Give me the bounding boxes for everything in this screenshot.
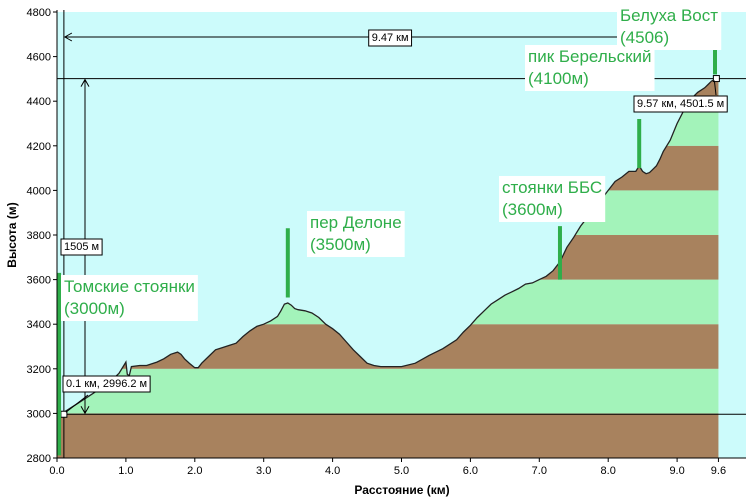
profile-line — [56, 78, 719, 415]
rise-label-text: 1505 м — [64, 241, 99, 253]
x-tick-label: 4.0 — [325, 465, 340, 477]
x-axis-ticks: 0.0 1.0 2.0 3.0 4.0 5.0 6.0 7.0 8.0 9.0 9.6 — [49, 458, 726, 477]
annotation-elevation: (3600м) — [502, 200, 563, 219]
distance-arrow-left-head — [63, 32, 73, 42]
y-tick-label: 4800 — [27, 7, 51, 19]
rise-arrow-top-head — [80, 78, 90, 87]
y-tick-label: 3800 — [27, 230, 51, 242]
distance-label-text: 9.47 км — [372, 32, 409, 44]
y-tick-label: 4400 — [27, 96, 51, 108]
rise-arrow-bottom-head — [80, 405, 90, 415]
y-tick-label: 4000 — [27, 185, 51, 197]
annotation-bbs: стоянки ББС (3600м) — [499, 176, 606, 280]
x-tick-label: 5.0 — [394, 465, 409, 477]
annotation-belukha: Белуха Вост (4506) — [617, 4, 722, 75]
y-tick-label: 4200 — [27, 141, 51, 153]
end-point-label-text: 9.57 км, 4501.5 м — [637, 98, 724, 110]
annotation-berelsky: пик Берельский (4100м) — [525, 45, 655, 169]
start-point-label-box — [62, 375, 151, 393]
annotation-elevation: (4100м) — [528, 69, 589, 88]
annotation-elevation: (4506) — [620, 28, 669, 47]
annotation-label-bg — [307, 211, 405, 257]
rise-label-box — [60, 238, 103, 256]
distance-label-box — [368, 29, 413, 47]
annotation-elevation: (3000м) — [64, 299, 125, 318]
start-point-leader — [65, 394, 89, 413]
end-point-label-box — [633, 95, 728, 113]
x-tick-label: 9.6 — [711, 465, 726, 477]
annotation-label-bg — [499, 176, 606, 222]
x-tick-label: 0.0 — [49, 465, 64, 477]
x-axis-title: Расстояние (км) — [354, 483, 449, 497]
annotation-delone: пер Делоне (3500м) — [285, 211, 405, 298]
annotation-elevation: (3500м) — [310, 235, 371, 254]
x-tick-label: 7.0 — [532, 465, 547, 477]
y-tick-label: 3000 — [27, 408, 51, 420]
x-tick-label: 8.0 — [601, 465, 616, 477]
annotation-label-bg — [61, 275, 198, 321]
y-tick-label: 4600 — [27, 52, 51, 64]
elevation-band — [57, 413, 719, 458]
annotation-layer: Томские стоянки (3000м) пер Делоне (3500м) с… — [57, 4, 722, 456]
x-tick-label: 3.0 — [256, 465, 271, 477]
y-tick-label: 3400 — [27, 319, 51, 331]
y-axis-ticks: 2800 3000 3200 3400 3600 3800 4000 4200 4400 4600… — [27, 7, 57, 465]
x-tick-label: 2.0 — [187, 465, 202, 477]
y-tick-label: 3200 — [27, 364, 51, 376]
end-point-leader — [713, 80, 717, 96]
end-point-marker[interactable] — [712, 75, 720, 83]
end-point-label: 9.57 км, 4501.5 м — [633, 95, 728, 113]
annotation-label: стоянки ББС — [502, 178, 602, 197]
start-point-label-text: 0.1 км, 2996.2 м — [66, 378, 147, 390]
start-point-label: 0.1 км, 2996.2 м — [62, 375, 151, 393]
rise-label: 1505 м — [60, 238, 103, 256]
y-tick-label: 2800 — [27, 453, 51, 465]
annotation-label: Томские стоянки — [64, 277, 195, 296]
annotation-tomskie: Томские стоянки (3000м) — [57, 272, 198, 456]
annotation-label: пер Делоне — [310, 213, 402, 232]
elevation-band — [57, 368, 719, 414]
annotation-label-bg — [525, 45, 655, 91]
x-tick-label: 6.0 — [463, 465, 478, 477]
x-tick-label: 1.0 — [118, 465, 133, 477]
annotation-label-bg — [617, 4, 722, 50]
y-tick-label: 3600 — [27, 275, 51, 287]
distance-label: 9.47 км — [368, 29, 413, 47]
y-axis-title: Высота (м) — [5, 202, 19, 267]
annotation-label: Белуха Вост — [620, 6, 718, 25]
x-tick-label: 9.0 — [669, 465, 684, 477]
annotation-label: пик Берельский — [528, 47, 652, 66]
